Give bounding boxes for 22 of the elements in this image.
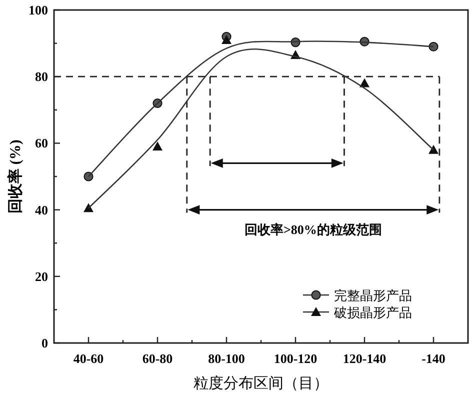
point — [152, 142, 162, 151]
x-tick-label: 80-100 — [208, 351, 245, 366]
x-tick-label: 40-60 — [73, 351, 104, 366]
point — [428, 42, 438, 52]
x-tick-label: 60-80 — [142, 351, 173, 366]
legend-label: 完整晶形产品 — [334, 288, 412, 303]
y-tick-label: 60 — [35, 136, 48, 151]
y-tick-label: 80 — [35, 69, 48, 84]
y-axis-title: 回收率 (%) — [6, 140, 24, 214]
legend-label: 破损晶形产品 — [333, 305, 412, 320]
x-tick-label: -140 — [422, 351, 446, 366]
y-tick-label: 0 — [42, 336, 48, 350]
y-tick-label: 40 — [35, 202, 48, 218]
y-tick-label: 20 — [35, 268, 48, 284]
point — [222, 34, 232, 44]
x-tick-label: 120-140 — [342, 351, 386, 366]
point — [360, 78, 370, 88]
y-tick-label: 100 — [28, 2, 48, 18]
x-tick-label: 100-120 — [274, 351, 318, 366]
x-axis-title: 粒度分布区间（目） — [194, 375, 328, 392]
point — [428, 144, 438, 154]
annotation: 回收率>80%的粒级范围 — [244, 222, 382, 237]
